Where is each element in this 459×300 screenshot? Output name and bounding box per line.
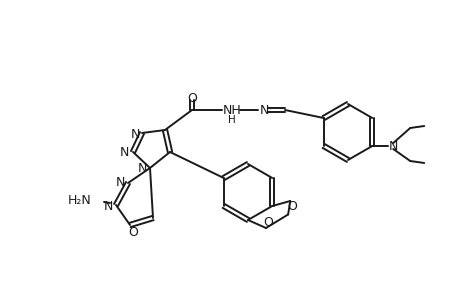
Text: N: N	[130, 128, 140, 140]
Text: N: N	[119, 146, 129, 160]
Text: H₂N: H₂N	[68, 194, 92, 208]
Text: N: N	[115, 176, 124, 190]
Text: N: N	[388, 140, 397, 152]
Text: O: O	[287, 200, 297, 212]
Text: O: O	[263, 217, 272, 230]
Text: H: H	[228, 115, 235, 125]
Text: O: O	[187, 92, 196, 104]
Text: O: O	[128, 226, 138, 239]
Text: N: N	[259, 104, 268, 118]
Text: N: N	[137, 163, 146, 176]
Text: NH: NH	[222, 104, 241, 118]
Text: N: N	[103, 200, 112, 212]
